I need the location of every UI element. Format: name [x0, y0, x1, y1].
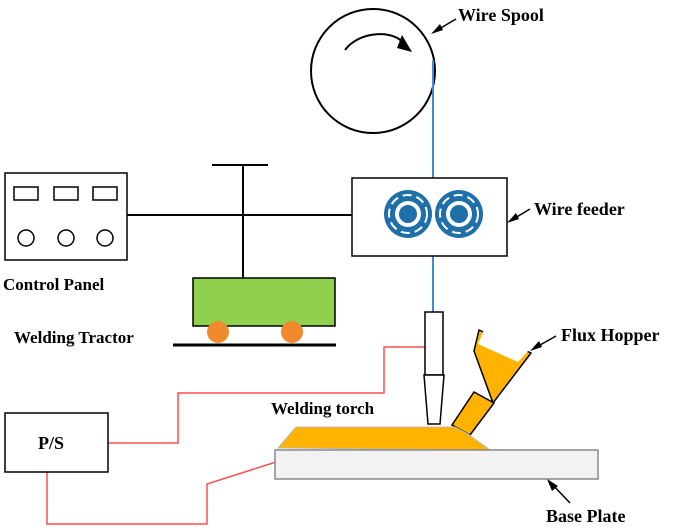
callout-arrows	[431, 18, 571, 504]
label-flux-hopper: Flux Hopper	[561, 325, 660, 345]
panel-display-3	[92, 186, 118, 201]
flux-hopper	[450, 328, 533, 436]
power-supply-box	[4, 412, 109, 473]
torch-power-cable	[108, 346, 432, 444]
torch-nozzle	[423, 374, 445, 425]
base-plate	[274, 449, 599, 480]
label-control-panel: Control Panel	[3, 275, 104, 294]
panel-knob-2	[57, 229, 75, 247]
label-welding-tractor: Welding Tractor	[14, 328, 134, 347]
label-wire-spool: Wire Spool	[458, 5, 544, 25]
label-power-supply: P/S	[38, 433, 64, 453]
base-plate-arrowhead	[547, 479, 558, 491]
label-base-plate: Base Plate	[546, 506, 625, 526]
tractor-body	[192, 277, 336, 327]
hopper-cone-top	[478, 330, 529, 362]
wire-spool-reel	[310, 8, 436, 134]
label-welding-torch: Welding torch	[271, 399, 375, 418]
welding-torch	[423, 311, 445, 425]
wire-spool-arrowhead	[431, 24, 443, 34]
panel-display-1	[13, 186, 39, 201]
wire-feeder	[351, 177, 508, 257]
wire-feeder-arrowhead	[507, 213, 519, 223]
tractor-wheel-right	[281, 321, 303, 343]
flux-deposit	[276, 426, 492, 451]
plate-ground-cable	[46, 461, 277, 525]
rotation-arrowhead-icon	[397, 35, 412, 52]
tractor-wheel-left	[207, 321, 229, 343]
panel-knob-3	[96, 229, 114, 247]
panel-display-2	[53, 186, 79, 201]
torch-body	[424, 311, 444, 376]
wire-spool	[310, 8, 436, 134]
panel-knob-1	[17, 229, 35, 247]
power-cables	[46, 346, 432, 525]
flux-hopper-arrowhead	[530, 341, 542, 351]
feed-roller-right-icon	[435, 190, 483, 238]
control-panel	[4, 172, 128, 261]
welding-tractor	[173, 277, 336, 347]
label-wire-feeder: Wire feeder	[534, 199, 625, 219]
control-panel-box	[4, 172, 128, 261]
feed-roller-left-icon	[384, 190, 432, 238]
